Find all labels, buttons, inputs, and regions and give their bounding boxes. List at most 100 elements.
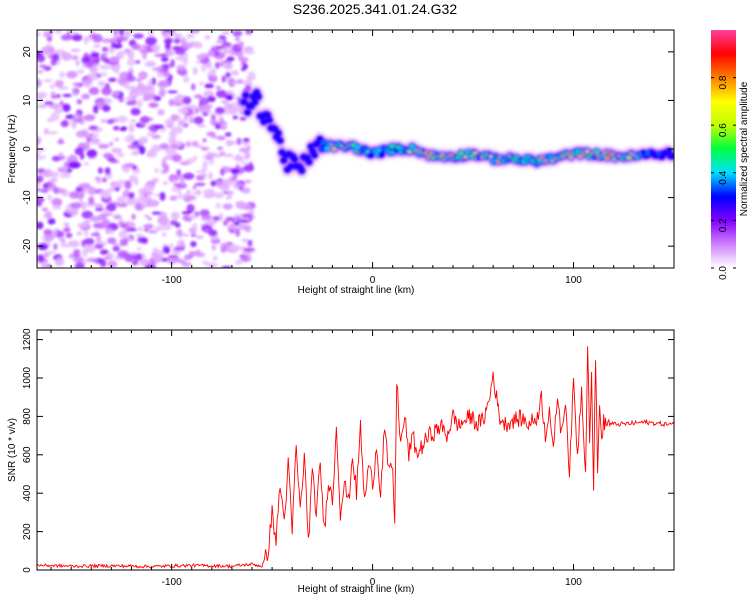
noise-blob — [83, 141, 90, 151]
noise-blob — [195, 169, 207, 174]
noise-blob — [159, 143, 170, 150]
noise-blob — [152, 247, 159, 253]
ridge-body — [311, 152, 319, 159]
spectrogram-xtick-label: 0 — [370, 275, 376, 286]
noise-blob — [191, 190, 202, 195]
noise-blob — [48, 171, 60, 178]
snr-xlabel: Height of straight line (km) — [298, 584, 415, 595]
noise-blob — [167, 90, 179, 94]
noise-blob — [89, 65, 98, 74]
noise-blob — [50, 112, 60, 122]
spectrogram-xlabel: Height of straight line (km) — [298, 285, 415, 296]
noise-blob — [190, 233, 197, 237]
noise-blob — [37, 78, 42, 88]
noise-blob — [113, 30, 119, 37]
noise-blob — [103, 256, 110, 260]
noise-blob — [220, 100, 229, 104]
noise-blob — [146, 132, 157, 137]
noise-blob — [54, 187, 65, 194]
noise-blob — [241, 187, 251, 194]
noise-blob — [194, 182, 206, 186]
spectrogram-ytick-label: 10 — [22, 94, 33, 106]
noise-blob — [83, 238, 95, 246]
noise-blob — [108, 141, 114, 147]
noise-blob — [120, 126, 128, 131]
noise-blob — [234, 221, 240, 226]
noise-blob — [127, 57, 136, 67]
noise-blob — [191, 83, 196, 91]
colorbar-tick-label: 0.8 — [718, 75, 729, 89]
noise-blob — [62, 166, 68, 174]
noise-blob — [160, 212, 168, 217]
noise-blob — [124, 135, 136, 143]
noise-blob — [188, 116, 195, 124]
ridge-body — [305, 158, 313, 166]
spectrogram-xtick-label: -100 — [162, 275, 182, 286]
noise-blob — [223, 102, 228, 112]
noise-blob — [202, 194, 215, 199]
noise-blob — [55, 257, 65, 267]
noise-blob — [127, 222, 136, 227]
noise-blob — [196, 54, 206, 60]
ridge-body — [287, 163, 295, 170]
noise-blob — [139, 74, 146, 81]
noise-blob — [237, 219, 249, 223]
noise-blob — [37, 243, 49, 251]
noise-blob — [90, 52, 100, 58]
noise-blob — [154, 225, 163, 232]
noise-blob — [59, 243, 72, 248]
noise-blob — [123, 238, 129, 246]
noise-blob — [224, 62, 232, 70]
noise-blob — [221, 31, 231, 35]
noise-blob — [150, 144, 162, 153]
snr-ytick-label: 400 — [22, 484, 33, 501]
noise-blob — [71, 55, 79, 61]
noise-blob — [104, 57, 110, 64]
noise-blob — [169, 219, 178, 226]
noise-blob — [134, 256, 143, 261]
noise-blob — [119, 238, 125, 247]
noise-blob — [193, 94, 203, 99]
noise-blob — [72, 249, 80, 258]
noise-blob — [43, 31, 50, 38]
noise-blob — [111, 90, 120, 97]
noise-blob — [148, 102, 158, 108]
noise-blob — [176, 259, 186, 264]
noise-blob — [130, 107, 141, 116]
noise-blob — [169, 195, 178, 201]
noise-blob — [101, 219, 111, 227]
noise-blob — [42, 253, 50, 258]
noise-blob — [237, 51, 244, 60]
noise-blob — [173, 183, 183, 187]
noise-blob — [219, 60, 225, 67]
noise-blob — [131, 43, 141, 50]
noise-blob — [203, 215, 213, 219]
noise-blob — [37, 254, 44, 262]
ridge-body — [244, 109, 252, 116]
noise-blob — [47, 194, 52, 202]
noise-blob — [174, 48, 186, 55]
noise-blob — [138, 137, 145, 146]
noise-blob — [182, 57, 189, 65]
noise-blob — [41, 51, 52, 55]
noise-blob — [99, 72, 108, 77]
noise-blob — [212, 216, 221, 221]
ridge-body — [274, 129, 282, 137]
noise-blob — [126, 197, 136, 206]
noise-blob — [51, 205, 62, 210]
noise-blob — [239, 204, 252, 210]
noise-blob — [180, 37, 187, 46]
noise-blob — [101, 46, 109, 52]
noise-blob — [222, 203, 233, 210]
noise-blob — [170, 114, 181, 121]
noise-blob — [198, 105, 211, 114]
snr-xtick-label: 0 — [370, 577, 376, 588]
noise-blob — [77, 191, 84, 200]
chart-title: S236.2025.341.01.24.G32 — [292, 1, 458, 17]
snr-frame — [36, 329, 675, 571]
noise-blob — [137, 246, 142, 251]
noise-blob — [81, 56, 90, 64]
noise-blob — [83, 36, 89, 45]
